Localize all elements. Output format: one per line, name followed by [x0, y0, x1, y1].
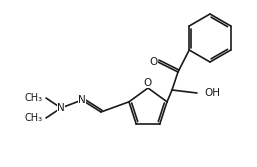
Text: N: N — [57, 103, 65, 113]
Text: N: N — [78, 95, 86, 105]
Text: CH₃: CH₃ — [25, 113, 43, 123]
Text: O: O — [144, 78, 152, 88]
Text: O: O — [150, 57, 158, 67]
Text: CH₃: CH₃ — [25, 93, 43, 103]
Text: OH: OH — [204, 88, 220, 98]
